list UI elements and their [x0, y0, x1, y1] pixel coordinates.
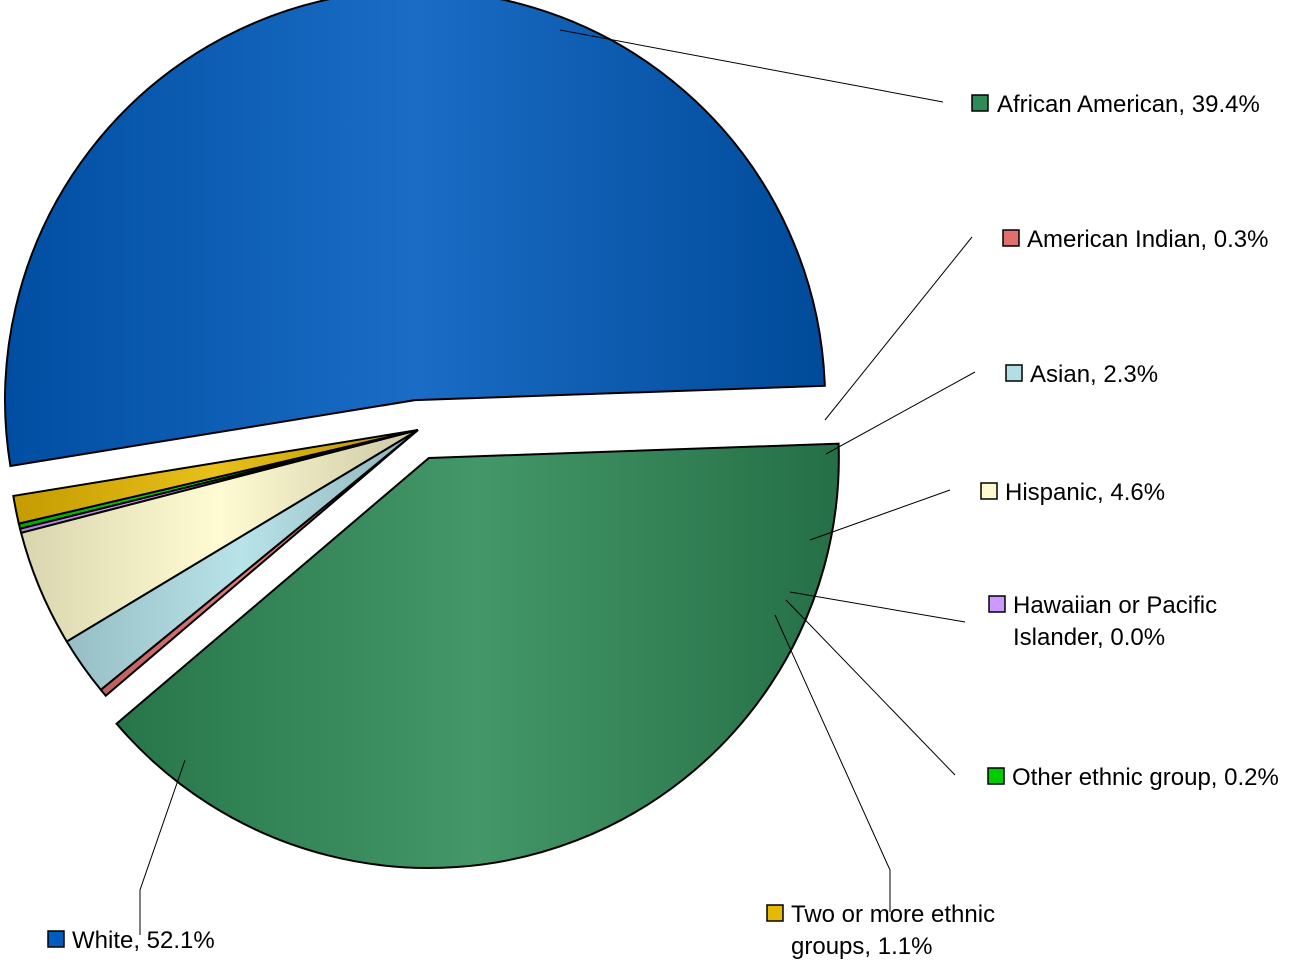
slice-labels: African American, 39.4% American Indian, … — [47, 91, 1279, 960]
leader-line-two-or-more-ethnic-groups — [774, 614, 891, 912]
slice-label-line: Asian, 2.3% — [1030, 361, 1158, 388]
label-swatch-asian — [1005, 364, 1023, 382]
slice-label-line: Islander, 0.0% — [1013, 624, 1165, 651]
pie-slice-african-american — [115, 442, 840, 869]
leader-line-african-american — [559, 29, 944, 103]
slice-label-hawaiian-or-pacific-islander: Hawaiian or Pacific Islander, 0.0% — [1013, 592, 1217, 651]
pie-slice-white — [4, 0, 826, 468]
leader-line-white — [139, 759, 186, 935]
label-swatch-hawaiian-or-pacific-islander — [988, 595, 1006, 613]
pie-slice-two-or-more-ethnic-groups — [12, 429, 419, 525]
slice-label-line: Two or more ethnic — [791, 901, 995, 928]
slice-label-line: American Indian, 0.3% — [1027, 226, 1268, 253]
label-swatch-african-american — [971, 94, 989, 112]
pie-slices — [4, 0, 840, 869]
slice-label-line: groups, 1.1% — [791, 933, 932, 960]
label-swatch-two-or-more-ethnic-groups — [766, 904, 784, 922]
leader-line-american-indian — [824, 236, 973, 421]
leader-line-asian — [825, 371, 976, 455]
label-swatch-hispanic — [980, 482, 998, 500]
label-swatch-other-ethnic-group — [987, 767, 1005, 785]
leader-line-hawaiian-or-pacific-islander — [789, 591, 966, 623]
slice-label-line: Hawaiian or Pacific — [1013, 592, 1217, 619]
label-swatch-american-indian — [1002, 229, 1020, 247]
leader-line-other-ethnic-group — [785, 599, 956, 776]
slice-label-line: White, 52.1% — [72, 927, 215, 954]
slice-label-two-or-more-ethnic-groups: Two or more ethnic groups, 1.1% — [791, 901, 995, 960]
slice-label-other-ethnic-group: Other ethnic group, 0.2% — [1012, 764, 1279, 791]
slice-label-african-american: African American, 39.4% — [997, 91, 1260, 118]
slice-label-line: African American, 39.4% — [997, 91, 1260, 118]
slice-label-line: Hispanic, 4.6% — [1005, 479, 1165, 506]
slice-label-american-indian: American Indian, 0.3% — [1027, 226, 1268, 253]
slice-label-line: Other ethnic group, 0.2% — [1012, 764, 1279, 791]
label-swatch-white — [47, 930, 65, 948]
leader-line-hispanic — [809, 489, 951, 541]
slice-label-white: White, 52.1% — [72, 927, 215, 954]
slice-label-asian: Asian, 2.3% — [1030, 361, 1158, 388]
leader-lines — [139, 29, 976, 935]
slice-label-hispanic: Hispanic, 4.6% — [1005, 479, 1165, 506]
